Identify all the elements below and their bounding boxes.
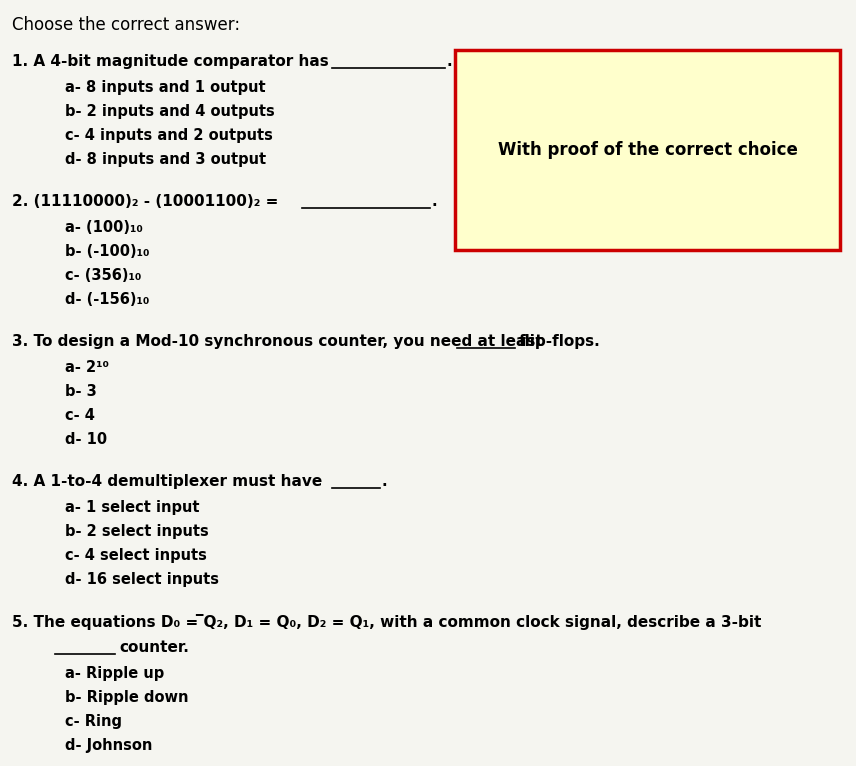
- Text: 4. A 1-to-4 demultiplexer must have: 4. A 1-to-4 demultiplexer must have: [12, 474, 322, 489]
- Text: d- 8 inputs and 3 output: d- 8 inputs and 3 output: [65, 152, 266, 167]
- Text: a- Ripple up: a- Ripple up: [65, 666, 164, 681]
- Text: b- Ripple down: b- Ripple down: [65, 690, 188, 705]
- Text: a- (100)₁₀: a- (100)₁₀: [65, 220, 143, 235]
- Text: .: .: [432, 194, 437, 209]
- Text: d- Johnson: d- Johnson: [65, 738, 152, 753]
- Text: a- 8 inputs and 1 output: a- 8 inputs and 1 output: [65, 80, 265, 95]
- Text: a- 2¹⁰: a- 2¹⁰: [65, 360, 109, 375]
- Text: b- 2 select inputs: b- 2 select inputs: [65, 524, 209, 539]
- Text: c- 4 inputs and 2 outputs: c- 4 inputs and 2 outputs: [65, 128, 273, 143]
- Text: Choose the correct answer:: Choose the correct answer:: [12, 16, 241, 34]
- Text: d- 16 select inputs: d- 16 select inputs: [65, 572, 219, 587]
- Text: .: .: [382, 474, 388, 489]
- Text: d- 10: d- 10: [65, 432, 107, 447]
- Text: flip-flops.: flip-flops.: [519, 334, 601, 349]
- Text: c- 4: c- 4: [65, 408, 95, 423]
- Text: 3. To design a Mod-10 synchronous counter, you need at least: 3. To design a Mod-10 synchronous counte…: [12, 334, 543, 349]
- Text: b- 2 inputs and 4 outputs: b- 2 inputs and 4 outputs: [65, 104, 275, 119]
- Text: With proof of the correct choice: With proof of the correct choice: [497, 141, 798, 159]
- Text: b- 3: b- 3: [65, 384, 97, 399]
- Text: 1. A 4-bit magnitude comparator has: 1. A 4-bit magnitude comparator has: [12, 54, 329, 69]
- Text: counter.: counter.: [119, 640, 189, 655]
- Text: a- 1 select input: a- 1 select input: [65, 500, 199, 515]
- FancyBboxPatch shape: [455, 50, 840, 250]
- Text: 2. (11110000)₂ - (10001100)₂ =: 2. (11110000)₂ - (10001100)₂ =: [12, 194, 278, 209]
- Text: c- 4 select inputs: c- 4 select inputs: [65, 548, 207, 563]
- Text: b- (-100)₁₀: b- (-100)₁₀: [65, 244, 150, 259]
- Text: .: .: [447, 54, 453, 69]
- Text: d- (-156)₁₀: d- (-156)₁₀: [65, 292, 150, 307]
- Text: c- (356)₁₀: c- (356)₁₀: [65, 268, 141, 283]
- Text: c- Ring: c- Ring: [65, 714, 122, 729]
- Text: 5. The equations D₀ = ̅Q₂, D₁ = Q₀, D₂ = Q₁, with a common clock signal, describ: 5. The equations D₀ = ̅Q₂, D₁ = Q₀, D₂ =…: [12, 614, 761, 630]
